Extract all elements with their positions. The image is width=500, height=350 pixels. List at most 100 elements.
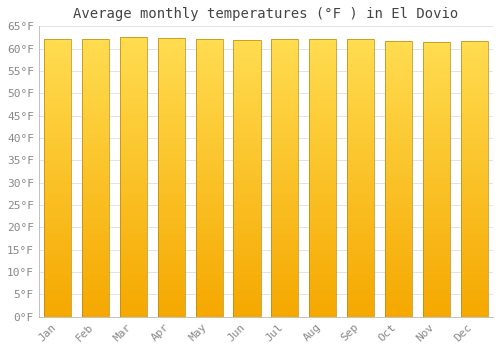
Bar (196, 100, 223, 102)
Bar (385, 110, 412, 111)
Bar (347, 250, 374, 252)
Bar (271, 107, 298, 108)
Bar (82, 112, 109, 114)
Bar (460, 133, 488, 135)
Bar (44, 64, 72, 65)
Bar (422, 220, 450, 222)
Bar (82, 169, 109, 171)
Bar (196, 260, 223, 261)
Bar (271, 72, 298, 74)
Bar (385, 78, 412, 80)
Bar (271, 248, 298, 250)
Bar (460, 310, 488, 311)
Bar (271, 101, 298, 103)
Bar (44, 63, 72, 64)
Bar (82, 311, 109, 313)
Bar (422, 238, 450, 240)
Bar (460, 107, 488, 108)
Bar (309, 146, 336, 147)
Bar (158, 169, 185, 170)
Bar (422, 54, 450, 56)
Bar (347, 153, 374, 154)
Bar (120, 103, 147, 104)
Bar (271, 154, 298, 155)
Bar (385, 79, 412, 81)
Bar (460, 189, 488, 190)
Bar (120, 304, 147, 306)
Bar (44, 285, 72, 286)
Bar (234, 180, 260, 181)
Bar (422, 160, 450, 161)
Bar (422, 141, 450, 142)
Bar (44, 226, 72, 228)
Bar (234, 194, 260, 195)
Bar (120, 142, 147, 143)
Bar (347, 77, 374, 78)
Bar (234, 140, 260, 141)
Bar (120, 104, 147, 106)
Bar (309, 75, 336, 76)
Bar (44, 292, 72, 293)
Bar (120, 143, 147, 145)
Bar (234, 154, 260, 155)
Bar (196, 49, 223, 50)
Bar (196, 267, 223, 268)
Bar (196, 171, 223, 173)
Bar (120, 145, 147, 146)
Bar (271, 68, 298, 69)
Bar (196, 57, 223, 59)
Bar (44, 286, 72, 288)
Bar (120, 121, 147, 122)
Bar (347, 58, 374, 60)
Bar (120, 278, 147, 279)
Bar (460, 69, 488, 70)
Bar (158, 134, 185, 136)
Bar (422, 226, 450, 228)
Bar (120, 66, 147, 68)
Bar (385, 307, 412, 309)
Bar (347, 300, 374, 302)
Bar (385, 54, 412, 55)
Bar (271, 290, 298, 292)
Bar (422, 188, 450, 189)
Bar (271, 250, 298, 251)
Bar (82, 66, 109, 68)
Bar (460, 86, 488, 88)
Bar (82, 158, 109, 160)
Bar (158, 290, 185, 292)
Bar (309, 158, 336, 160)
Bar (385, 229, 412, 230)
Bar (120, 224, 147, 226)
Bar (347, 206, 374, 207)
Bar (347, 117, 374, 118)
Bar (460, 288, 488, 289)
Bar (158, 68, 185, 69)
Bar (196, 217, 223, 218)
Bar (422, 170, 450, 171)
Bar (234, 86, 260, 87)
Bar (309, 82, 336, 83)
Bar (309, 108, 336, 110)
Bar (158, 271, 185, 272)
Bar (44, 195, 72, 196)
Bar (196, 203, 223, 204)
Bar (385, 310, 412, 311)
Bar (120, 181, 147, 182)
Bar (196, 233, 223, 235)
Bar (158, 160, 185, 161)
Bar (385, 60, 412, 62)
Bar (309, 88, 336, 89)
Bar (196, 278, 223, 279)
Bar (44, 134, 72, 135)
Bar (309, 86, 336, 88)
Bar (347, 275, 374, 276)
Bar (460, 74, 488, 76)
Bar (271, 175, 298, 176)
Bar (271, 181, 298, 182)
Bar (158, 219, 185, 221)
Bar (347, 70, 374, 71)
Bar (422, 185, 450, 186)
Bar (82, 183, 109, 185)
Bar (422, 80, 450, 82)
Bar (120, 159, 147, 160)
